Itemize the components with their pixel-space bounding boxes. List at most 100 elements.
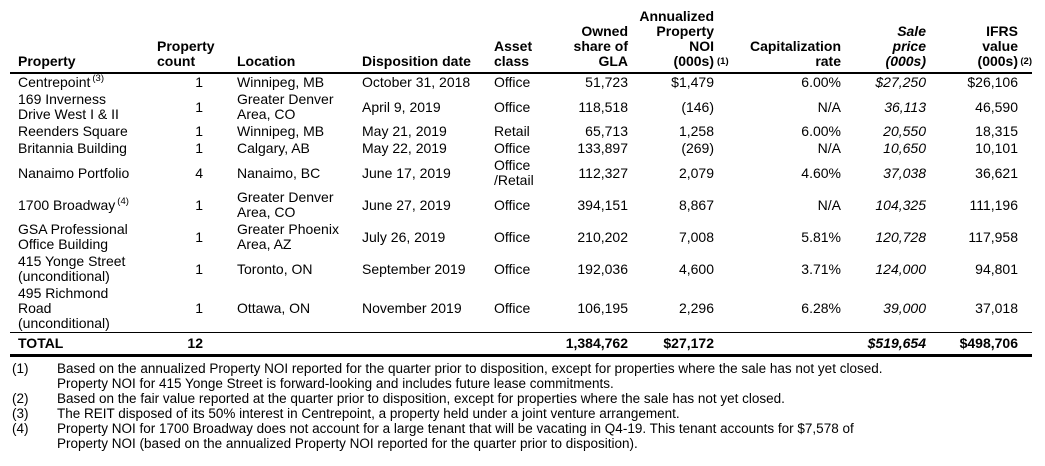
cell-noi: 1,258 <box>678 123 714 139</box>
cell-asset-class: Office <box>494 74 531 90</box>
cell-disposition-date: November 2019 <box>362 300 462 316</box>
footnote-text: Based on the annualized Property NOI rep… <box>57 361 883 391</box>
table-row: Reenders Square 1 Winnipeg, MB May 21, 2… <box>10 123 1032 140</box>
footnote-ref-3: (3) <box>92 73 105 85</box>
cell-owned-gla: 394,151 <box>577 196 628 213</box>
cell-cap-rate: 5.81% <box>801 228 841 245</box>
col-header-ifrs-value: IFRS value (000s) (2) <box>926 8 1032 74</box>
cell-noi: 2,296 <box>678 300 714 316</box>
cell-sale-price: 36,113 <box>884 98 926 115</box>
cell-location: Ottawa, ON <box>237 300 311 316</box>
cell-ifrs-value: 10,101 <box>975 140 1018 156</box>
cell-location: Toronto, ON <box>237 260 313 277</box>
col-header-disposition-date: Disposition date <box>362 8 494 74</box>
cell-property-count: 1 <box>195 260 203 277</box>
cell-owned-gla: 118,518 <box>578 98 628 115</box>
cell-cap-rate: N/A <box>817 140 841 156</box>
dispositions-report-page: Property Property count Location Disposi… <box>10 8 1045 451</box>
cell-owned-gla: 210,202 <box>577 228 628 245</box>
col-header-sale-price: Sale price (000s) <box>841 8 926 74</box>
cell-asset-class: Retail <box>494 123 530 139</box>
cell-property: Nanaimo Portfolio <box>10 157 157 189</box>
cell-location: Greater Denver Area, CO <box>237 189 334 220</box>
footnote-number: (3) <box>12 406 29 421</box>
cell-property: Britannia Building <box>10 140 157 157</box>
cell-sale-price: 104,325 <box>875 196 926 213</box>
property-name: 495 Richmond Road (unconditional) <box>18 285 110 331</box>
total-date-empty <box>362 332 494 357</box>
col-header-property: Property <box>10 8 157 74</box>
total-asset-class-empty <box>494 332 550 357</box>
table-row: 415 Yonge Street (unconditional) 1 Toron… <box>10 253 1032 285</box>
cell-owned-gla: 192,036 <box>577 260 628 277</box>
total-row: TOTAL 12 1,384,762 $27,172 $519,654 $498… <box>10 332 1032 357</box>
cell-asset-class: Office <box>494 196 531 213</box>
cell-asset-class: Office <box>494 140 531 156</box>
cell-ifrs-value: $26,106 <box>967 74 1018 90</box>
cell-location: Greater Phoenix Area, AZ <box>237 221 339 252</box>
property-name: 415 Yonge Street (unconditional) <box>18 253 126 284</box>
cell-property: 495 Richmond Road (unconditional) <box>10 285 157 333</box>
cell-sale-price: 20,550 <box>883 123 926 139</box>
col-header-cap-rate: Capitalization rate <box>714 8 841 74</box>
cell-noi: 4,600 <box>678 260 714 277</box>
dispositions-table: Property Property count Location Disposi… <box>10 8 1032 357</box>
cell-cap-rate: 3.71% <box>801 260 841 277</box>
total-sale-price: $519,654 <box>841 332 926 357</box>
cell-noi: 7,008 <box>678 228 714 245</box>
cell-asset-class: Office <box>494 98 531 115</box>
footnote-3: (3) The REIT disposed of its 50% interes… <box>12 406 1045 421</box>
col-header-owned-gla: Owned share of GLA <box>550 8 628 74</box>
property-name: 1700 Broadway <box>18 196 116 213</box>
cell-ifrs-value: 117,958 <box>968 228 1018 245</box>
cell-property: Centrepoint (3) <box>10 73 157 91</box>
cell-disposition-date: September 2019 <box>362 260 466 277</box>
col-header-annualized-noi: Annualized Property NOI (000s) (1) <box>628 8 729 74</box>
cell-property-count: 4 <box>195 164 203 181</box>
cell-sale-price: 37,038 <box>883 164 926 181</box>
total-cap-rate-empty <box>714 332 841 357</box>
property-name: Centrepoint <box>18 74 91 90</box>
cell-property-count: 1 <box>195 98 203 115</box>
cell-property: Reenders Square <box>10 123 157 140</box>
footnote-ref-4: (4) <box>117 195 129 207</box>
table-row: 169 Inverness Drive West I & II 1 Greate… <box>10 91 1032 123</box>
table-row: 1700 Broadway (4) 1 Greater Denver Area, … <box>10 189 1032 221</box>
cell-disposition-date: April 9, 2019 <box>362 98 441 115</box>
cell-asset-class: Office <box>494 228 531 245</box>
cell-location: Nanaimo, BC <box>237 164 321 181</box>
cell-ifrs-value: 18,315 <box>975 123 1018 139</box>
property-name: 169 Inverness Drive West I & II <box>18 91 119 122</box>
col-header-ifrs-value-label: IFRS value (000s) <box>977 23 1018 69</box>
cell-owned-gla: 133,897 <box>577 140 628 156</box>
table-row: 495 Richmond Road (unconditional) 1 Otta… <box>10 285 1032 333</box>
total-owned-gla: 1,384,762 <box>550 332 628 357</box>
cell-sale-price: 124,000 <box>875 260 926 277</box>
col-header-asset-class: Asset class <box>494 8 550 74</box>
cell-property: GSA Professional Office Building <box>10 221 157 253</box>
footnote-text: Based on the fair value reported at the … <box>57 391 785 406</box>
footnote-number: (4) <box>12 421 29 436</box>
cell-property-count: 1 <box>195 140 203 156</box>
cell-location: Winnipeg, MB <box>237 74 325 90</box>
cell-owned-gla: 51,723 <box>585 74 628 90</box>
total-noi: $27,172 <box>628 332 714 357</box>
cell-property-count: 1 <box>195 228 203 245</box>
cell-sale-price: 39,000 <box>883 300 926 316</box>
cell-property: 415 Yonge Street (unconditional) <box>10 253 157 285</box>
cell-sale-price: $27,250 <box>875 74 926 90</box>
cell-owned-gla: 106,195 <box>577 300 628 316</box>
cell-cap-rate: N/A <box>817 98 841 115</box>
cell-ifrs-value: 37,018 <box>975 300 1018 316</box>
property-name: Britannia Building <box>18 140 127 156</box>
footnote-1: (1) Based on the annualized Property NOI… <box>12 361 1045 391</box>
cell-asset-class: Office <box>494 300 531 316</box>
cell-ifrs-value: 111,196 <box>969 196 1018 213</box>
total-label: TOTAL <box>10 332 157 357</box>
table-header-row: Property Property count Location Disposi… <box>10 8 1032 74</box>
footnote-number: (2) <box>12 391 29 406</box>
cell-owned-gla: 112,327 <box>578 164 628 181</box>
cell-property-count: 1 <box>195 300 203 316</box>
cell-ifrs-value: 46,590 <box>975 98 1018 115</box>
cell-cap-rate: 6.00% <box>801 123 841 139</box>
